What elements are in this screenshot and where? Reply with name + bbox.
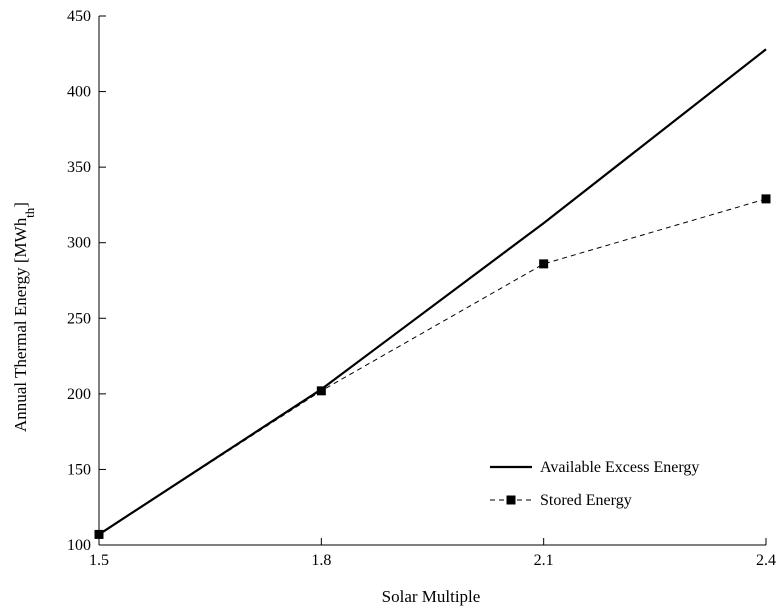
y-tick-label: 350	[67, 159, 91, 176]
y-axis-title-end: ]	[11, 202, 30, 208]
data-point-marker	[94, 529, 104, 539]
legend-label-1: Available Excess Energy	[540, 459, 699, 476]
y-tick-label: 100	[67, 537, 91, 554]
series-line-1	[98, 48, 767, 536]
x-tick-label: 1.5	[89, 552, 109, 569]
y-tick-label: 200	[67, 386, 91, 403]
y-axis-title-subscript: th	[22, 207, 37, 218]
data-point-marker	[539, 259, 549, 269]
series-line-2	[98, 198, 767, 535]
plot-area	[94, 48, 771, 539]
data-point-marker	[761, 194, 771, 204]
x-axis-title: Solar Multiple	[382, 587, 481, 606]
x-tick-label: 2.4	[756, 552, 776, 569]
legend-label-2: Stored Energy	[540, 492, 632, 509]
x-tick-label: 1.8	[311, 552, 331, 569]
y-axis-title: Annual Thermal Energy [MWhth]	[11, 202, 37, 432]
legend: Available Excess Energy Stored Energy	[490, 459, 699, 509]
y-tick-label: 450	[67, 8, 91, 25]
y-tick-label: 400	[67, 84, 91, 101]
data-point-marker	[316, 386, 326, 396]
y-tick-label: 250	[67, 310, 91, 327]
x-tick-label: 2.1	[534, 552, 554, 569]
y-axis-title-main: Annual Thermal Energy [MWh	[11, 217, 30, 432]
axes: 100 150 200 250 300 350 400 450 1.5 1.8 2.1 2.4	[67, 8, 776, 569]
y-tick-label: 150	[67, 461, 91, 478]
legend-marker	[506, 495, 516, 505]
y-tick-label: 300	[67, 235, 91, 252]
